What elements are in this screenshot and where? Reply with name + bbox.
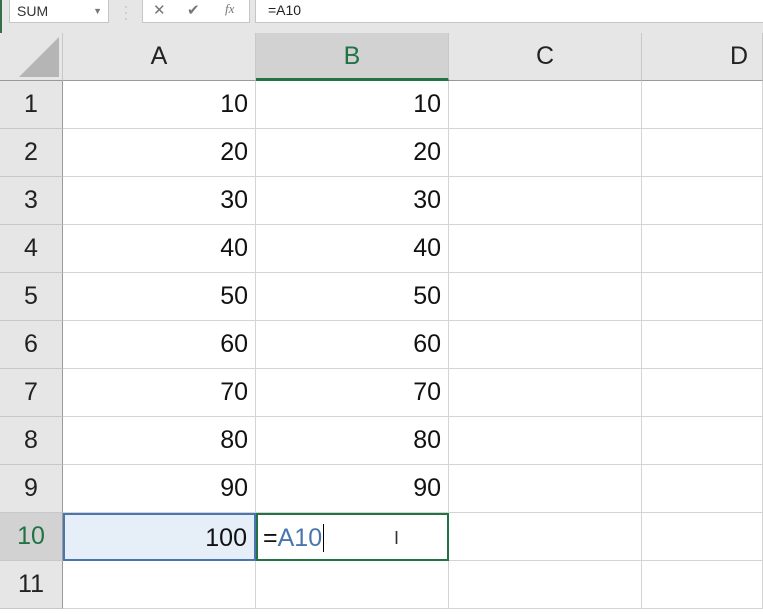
cell-D3[interactable]: [642, 177, 763, 225]
cell-B5[interactable]: 50: [256, 273, 449, 321]
cell-C8[interactable]: [449, 417, 642, 465]
cell-A9[interactable]: 90: [63, 465, 256, 513]
cell-B6[interactable]: 60: [256, 321, 449, 369]
cell-D9[interactable]: [642, 465, 763, 513]
column-header-C[interactable]: C: [449, 33, 642, 81]
row-header-1[interactable]: 1: [0, 81, 63, 129]
cell-B10[interactable]: =A10 I: [256, 513, 449, 561]
row-header-8[interactable]: 8: [0, 417, 63, 465]
cell-C7[interactable]: [449, 369, 642, 417]
cell-A4[interactable]: 40: [63, 225, 256, 273]
cell-B1[interactable]: 10: [256, 81, 449, 129]
row-header-5[interactable]: 5: [0, 273, 63, 321]
cell-B9[interactable]: 90: [256, 465, 449, 513]
cell-D5[interactable]: [642, 273, 763, 321]
enter-icon[interactable]: ✔: [187, 2, 200, 19]
cell-B3[interactable]: 30: [256, 177, 449, 225]
text-cursor-icon: I: [394, 528, 400, 548]
row-header-10[interactable]: 10: [0, 513, 63, 561]
cell-D11[interactable]: [642, 561, 763, 609]
row-header-9[interactable]: 9: [0, 465, 63, 513]
cell-C2[interactable]: [449, 129, 642, 177]
select-all-button[interactable]: [0, 33, 63, 81]
cell-A8[interactable]: 80: [63, 417, 256, 465]
select-all-icon: [19, 37, 59, 77]
name-box-value: SUM: [17, 3, 49, 19]
grip-icon: · · ·: [124, 0, 128, 25]
row-header-7[interactable]: 7: [0, 369, 63, 417]
row-header-4[interactable]: 4: [0, 225, 63, 273]
cell-B11[interactable]: [256, 561, 449, 609]
cell-D8[interactable]: [642, 417, 763, 465]
insert-function-icon[interactable]: fx: [225, 1, 235, 16]
cell-B7[interactable]: 70: [256, 369, 449, 417]
cell-B8[interactable]: 80: [256, 417, 449, 465]
chevron-down-icon[interactable]: ▼: [93, 6, 102, 16]
cell-A3[interactable]: 30: [63, 177, 256, 225]
cell-A1[interactable]: 10: [63, 81, 256, 129]
row-header-2[interactable]: 2: [0, 129, 63, 177]
column-header-A[interactable]: A: [63, 33, 256, 81]
cell-C1[interactable]: [449, 81, 642, 129]
cell-A11[interactable]: [63, 561, 256, 609]
cell-D10[interactable]: [642, 513, 763, 561]
formula-equals: =: [263, 524, 278, 552]
column-header-B[interactable]: B: [256, 33, 449, 81]
row-header-11[interactable]: 11: [0, 561, 63, 609]
cell-C11[interactable]: [449, 561, 642, 609]
cell-D7[interactable]: [642, 369, 763, 417]
formula-reference: A10: [277, 524, 325, 552]
cell-A6[interactable]: 60: [63, 321, 256, 369]
row-header-6[interactable]: 6: [0, 321, 63, 369]
cell-D1[interactable]: [642, 81, 763, 129]
cell-C10[interactable]: [449, 513, 642, 561]
cell-C3[interactable]: [449, 177, 642, 225]
cell-B2[interactable]: 20: [256, 129, 449, 177]
cell-A10[interactable]: 100: [63, 513, 256, 561]
name-box[interactable]: SUM ▼: [9, 0, 109, 23]
formula-bar: SUM ▼ · · · ✕ ✔ fx =A10: [0, 0, 763, 33]
cell-B4[interactable]: 40: [256, 225, 449, 273]
cell-A5[interactable]: 50: [63, 273, 256, 321]
cell-C5[interactable]: [449, 273, 642, 321]
worksheet-grid: A B C D 1 10 10 2 20 20 3 30 30 4 40 40 5 50 50 6 60 60 7 70 70 8…: [0, 33, 763, 614]
column-header-D[interactable]: D: [642, 33, 763, 81]
cell-D6[interactable]: [642, 321, 763, 369]
cell-A7[interactable]: 70: [63, 369, 256, 417]
cell-C4[interactable]: [449, 225, 642, 273]
formula-input[interactable]: =A10: [255, 0, 763, 23]
cancel-icon[interactable]: ✕: [153, 2, 166, 19]
cell-C6[interactable]: [449, 321, 642, 369]
cell-C9[interactable]: [449, 465, 642, 513]
row-header-3[interactable]: 3: [0, 177, 63, 225]
cell-D2[interactable]: [642, 129, 763, 177]
cell-D4[interactable]: [642, 225, 763, 273]
formula-buttons: ✕ ✔ fx: [142, 0, 250, 23]
cell-A2[interactable]: 20: [63, 129, 256, 177]
